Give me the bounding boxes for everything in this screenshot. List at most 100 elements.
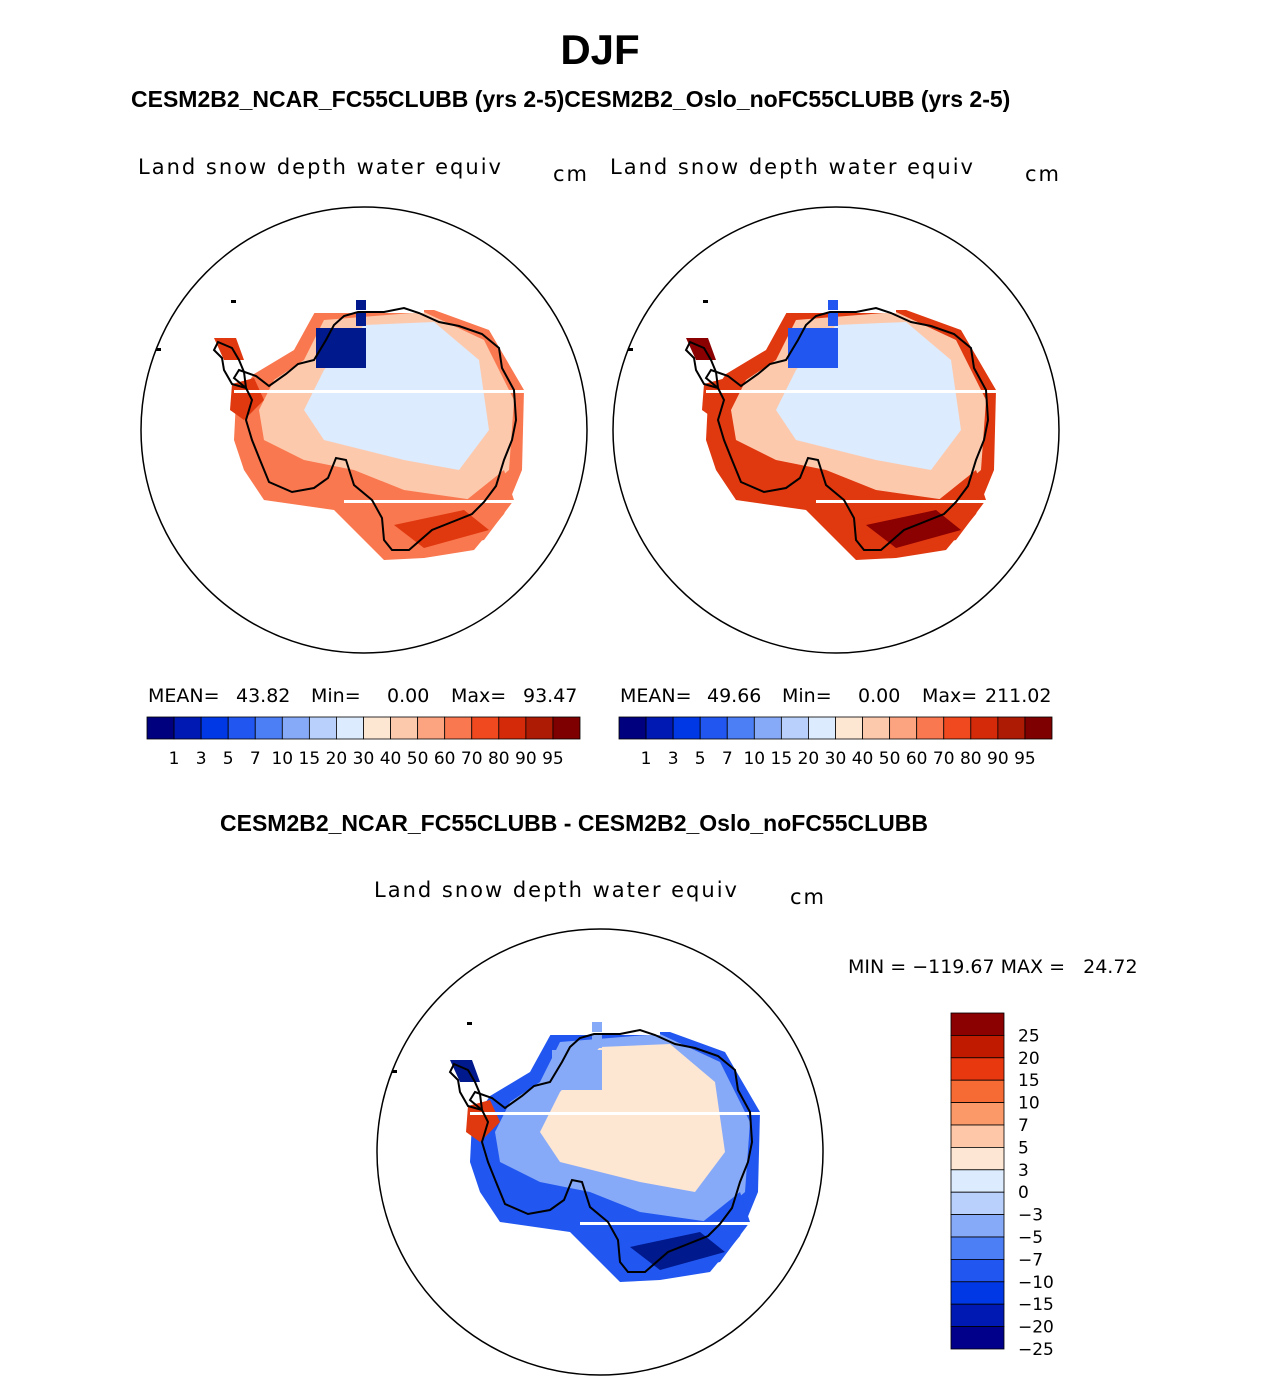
diff-title: CESM2B2_NCAR_FC55CLUBB - CESM2B2_Oslo_no… bbox=[220, 810, 929, 836]
diff-colorbar-swatch bbox=[950, 1124, 1005, 1148]
panel2-map-gap-line bbox=[816, 500, 1006, 503]
diff-map-coastline bbox=[468, 1028, 754, 1273]
panel2-colorbar-swatch bbox=[618, 716, 647, 740]
panel1-map-gap-line bbox=[264, 310, 424, 313]
panel1-colorbar-tick-label: 10 bbox=[271, 749, 293, 769]
panel1-variable-label: Land snow depth water equiv bbox=[138, 155, 503, 179]
panel1-mean-value: 43.82 bbox=[236, 685, 291, 707]
diff-colorbar-tick-label: 5 bbox=[1018, 1138, 1029, 1158]
panel1-colorbar-tick-label: 1 bbox=[169, 749, 180, 769]
diff-colorbar-swatch bbox=[950, 1281, 1005, 1305]
panel2-colorbar-tick-label: 30 bbox=[825, 749, 847, 769]
panel1-colorbar-swatch bbox=[146, 716, 175, 740]
diff-colorbar-swatch bbox=[950, 1012, 1005, 1036]
panel1-colorbar-swatch bbox=[173, 716, 202, 740]
diff-colorbar-swatch bbox=[950, 1102, 1005, 1126]
panel2-map-frame bbox=[612, 206, 1060, 654]
panel2-colorbar-swatch bbox=[672, 716, 701, 740]
panel1-colorbar-swatch bbox=[552, 716, 581, 740]
panel1-max-label: Max= bbox=[451, 685, 507, 707]
panel2-map-peninsula-coast bbox=[684, 340, 720, 390]
panel1-colorbar-tick-label: 40 bbox=[380, 749, 402, 769]
panel2-colorbar-swatch bbox=[835, 716, 863, 740]
panel1-map-peninsula-coast bbox=[212, 340, 248, 390]
panel2-colorbar-tick-label: 1 bbox=[641, 749, 652, 769]
panel1-colorbar-swatch bbox=[336, 716, 364, 740]
diff-colorbar-tick-label: −15 bbox=[1018, 1295, 1054, 1315]
panel1-colorbar-tick-label: 80 bbox=[488, 749, 510, 769]
diff-colorbar-swatch bbox=[950, 1057, 1005, 1081]
panel2-colorbar-tick-label: 3 bbox=[668, 749, 679, 769]
panel2-colorbar-tick-label: 10 bbox=[743, 749, 765, 769]
panel2-colorbar-swatch bbox=[699, 716, 728, 740]
panel1-colorbar-tick-label: 20 bbox=[326, 749, 348, 769]
diff-map-island bbox=[392, 1070, 397, 1073]
panel1-colorbar-tick-label: 95 bbox=[542, 749, 564, 769]
diff-minmax-label: MIN = −119.67 MAX = 24.72 bbox=[848, 956, 1138, 978]
diff-colorbar-tick-label: −7 bbox=[1018, 1250, 1043, 1270]
panel2-map-gap-line bbox=[706, 390, 1006, 393]
panel1-units-label: cm bbox=[553, 162, 590, 186]
panel1-colorbar-swatch bbox=[417, 716, 446, 740]
panel2-variable-label: Land snow depth water equiv bbox=[610, 155, 975, 179]
diff-map-frame bbox=[376, 928, 824, 1376]
panel2-colorbar-tick-label: 70 bbox=[933, 749, 955, 769]
panel1-colorbar-tick-label: 7 bbox=[250, 749, 261, 769]
panel1-colorbar-swatch bbox=[281, 716, 310, 740]
panel1-colorbar-tick-label: 30 bbox=[353, 749, 375, 769]
diff-colorbar-swatch bbox=[950, 1191, 1005, 1215]
panel2-colorbar-tick-label: 90 bbox=[987, 749, 1009, 769]
panel2-min-label: Min= bbox=[782, 685, 832, 707]
panel1-map-field-region bbox=[316, 328, 366, 368]
panel2-colorbar-tick-label: 40 bbox=[852, 749, 874, 769]
diff-map-island bbox=[467, 1022, 472, 1025]
diff-map bbox=[392, 1022, 770, 1282]
diff-map-gap-line bbox=[500, 1032, 660, 1035]
diff-colorbar-swatch bbox=[950, 1303, 1005, 1327]
panel2-colorbar: 1 3 5 7 10 15 20 30 40 50 60 70 80 90 95 bbox=[618, 716, 1053, 769]
panel2-min-value: 0.00 bbox=[858, 685, 901, 707]
panel2-map-coastline bbox=[704, 306, 990, 551]
panel1-colorbar-tick-label: 50 bbox=[407, 749, 429, 769]
panel1-map-frame bbox=[140, 206, 588, 654]
panel2-colorbar-swatch bbox=[997, 716, 1026, 740]
figure-title: DJF bbox=[560, 26, 640, 73]
panel1-map bbox=[156, 300, 534, 560]
panel2-max-value: 211.02 bbox=[985, 685, 1052, 707]
panel2-map-gap-line bbox=[736, 310, 896, 313]
diff-colorbar-tick-label: 0 bbox=[1018, 1183, 1029, 1203]
diff-colorbar-tick-label: 15 bbox=[1018, 1071, 1040, 1091]
panel1-colorbar-swatch bbox=[254, 716, 283, 740]
panel2-map bbox=[628, 300, 1006, 560]
panel1-map-gap-line bbox=[234, 390, 534, 393]
panel2-colorbar-tick-label: 15 bbox=[771, 749, 793, 769]
diff-colorbar-swatch bbox=[950, 1214, 1005, 1238]
diff-map-gap-line bbox=[470, 1112, 770, 1115]
diff-colorbar-tick-label: −25 bbox=[1018, 1340, 1054, 1360]
figure-subtitle: CESM2B2_NCAR_FC55CLUBB (yrs 2-5)CESM2B2_… bbox=[131, 86, 1011, 112]
diff-colorbar-tick-label: −20 bbox=[1018, 1318, 1054, 1338]
panel2-max-label: Max= bbox=[922, 685, 978, 707]
diff-colorbar-tick-label: −3 bbox=[1018, 1206, 1043, 1226]
diff-colorbar-swatch bbox=[950, 1079, 1005, 1103]
panel1-colorbar-swatch bbox=[471, 716, 500, 740]
diff-units-label: cm bbox=[790, 885, 827, 909]
diff-variable-label: Land snow depth water equiv bbox=[374, 878, 739, 902]
diff-colorbar-swatch bbox=[950, 1169, 1005, 1193]
panel1-max-value: 93.47 bbox=[523, 685, 578, 707]
diff-colorbar-tick-label: 20 bbox=[1018, 1049, 1040, 1069]
panel2-map-island bbox=[628, 348, 633, 351]
panel2-map-field-region bbox=[866, 510, 961, 548]
panel1-min-value: 0.00 bbox=[387, 685, 430, 707]
panel2-colorbar-swatch bbox=[862, 716, 891, 740]
panel1-map-field-region bbox=[394, 510, 489, 548]
panel1-colorbar-swatch bbox=[444, 716, 473, 740]
panel2-colorbar-tick-label: 20 bbox=[798, 749, 820, 769]
panel1-colorbar-swatch bbox=[390, 716, 419, 740]
panel2-units-label: cm bbox=[1025, 162, 1062, 186]
panel2-colorbar-tick-label: 7 bbox=[722, 749, 733, 769]
panel2-colorbar-swatch bbox=[970, 716, 999, 740]
panel1-mean-label: MEAN= bbox=[148, 685, 220, 707]
diff-colorbar-tick-label: 10 bbox=[1018, 1094, 1040, 1114]
